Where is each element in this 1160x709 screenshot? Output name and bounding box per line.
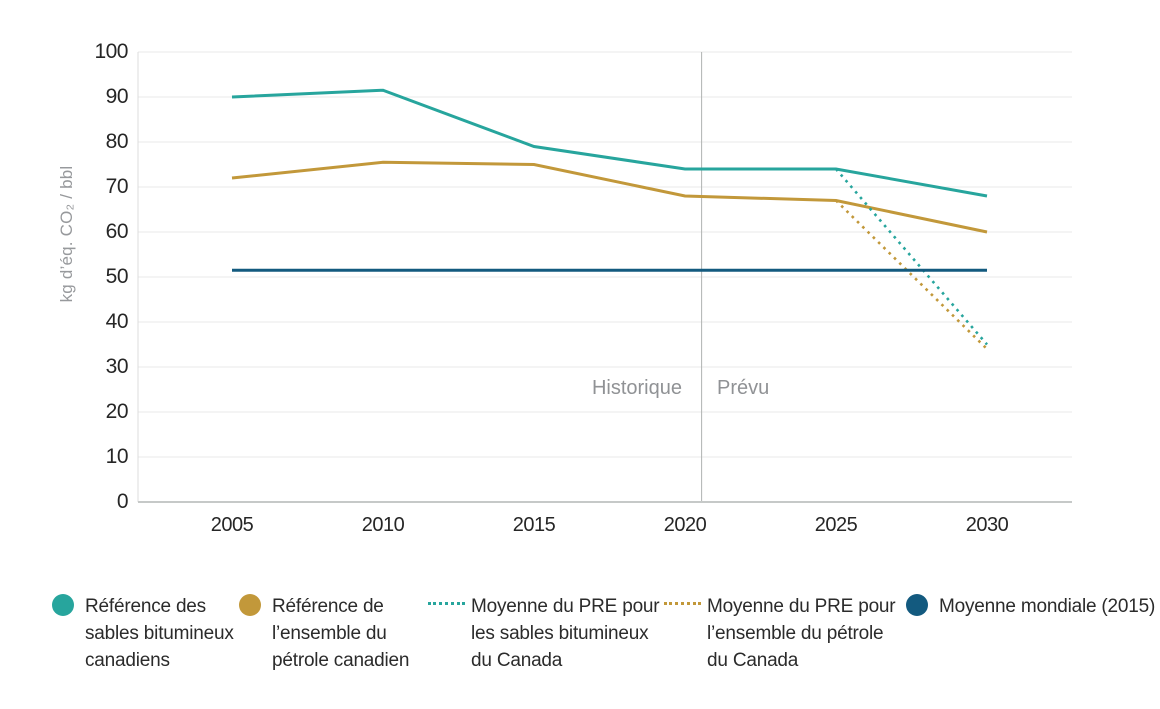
y-tick-label: 100 bbox=[94, 40, 128, 63]
plot-svg bbox=[137, 51, 1072, 503]
legend-swatch-circle-gold bbox=[239, 594, 261, 616]
legend-item-oil-sands-reference: Référence des sables bitumineux canadien… bbox=[52, 593, 234, 674]
x-tick-label: 2010 bbox=[361, 514, 405, 536]
period-label-forecast: Prévu bbox=[717, 377, 770, 399]
x-tick-label: 2030 bbox=[965, 514, 1009, 536]
y-tick-label: 70 bbox=[105, 175, 129, 198]
x-tick-label: 2020 bbox=[663, 514, 707, 536]
y-tick-label: 80 bbox=[105, 130, 129, 153]
series-line-3 bbox=[835, 199, 988, 350]
legend-swatch-circle-teal bbox=[52, 594, 74, 616]
x-tick-label: 2025 bbox=[814, 514, 858, 536]
y-tick-label: 20 bbox=[105, 400, 129, 423]
period-label-historical: Historique bbox=[591, 377, 682, 399]
legend-swatch-dotted-teal bbox=[428, 602, 465, 605]
y-tick-label: 0 bbox=[116, 490, 129, 513]
legend-item-pre-average-canadian-crude: Moyenne du PRE pour l’ensemble du pétrol… bbox=[664, 593, 896, 674]
legend-item-world-average: Moyenne mondiale (2015) bbox=[906, 593, 1155, 620]
legend-label: Référence des sables bitumineux canadien… bbox=[85, 596, 234, 671]
y-tick-label: 60 bbox=[105, 220, 129, 243]
y-tick-label: 50 bbox=[105, 265, 129, 288]
legend-label: Moyenne mondiale (2015) bbox=[939, 596, 1156, 617]
series-line-1 bbox=[231, 160, 988, 234]
legend-swatch-dotted-gold bbox=[664, 602, 701, 605]
legend-swatch-circle-blue bbox=[906, 594, 928, 616]
x-tick-label: 2015 bbox=[512, 514, 556, 536]
y-tick-label: 90 bbox=[105, 85, 129, 108]
x-tick-label: 2005 bbox=[210, 514, 254, 536]
y-tick-label: 40 bbox=[105, 310, 129, 333]
legend-label: Moyenne du PRE pour les sables bitumineu… bbox=[471, 596, 660, 671]
legend-item-canadian-crude-reference: Référence de l’ensemble du pétrole canad… bbox=[239, 593, 409, 674]
y-tick-label: 30 bbox=[105, 355, 129, 378]
legend-item-pre-average-oil-sands: Moyenne du PRE pour les sables bitumineu… bbox=[428, 593, 660, 674]
legend-label: Référence de l’ensemble du pétrole canad… bbox=[272, 596, 410, 671]
legend-label: Moyenne du PRE pour l’ensemble du pétrol… bbox=[707, 596, 896, 671]
y-tick-label: 10 bbox=[105, 445, 129, 468]
series-line-0 bbox=[231, 88, 988, 198]
series-line-2 bbox=[835, 168, 988, 346]
